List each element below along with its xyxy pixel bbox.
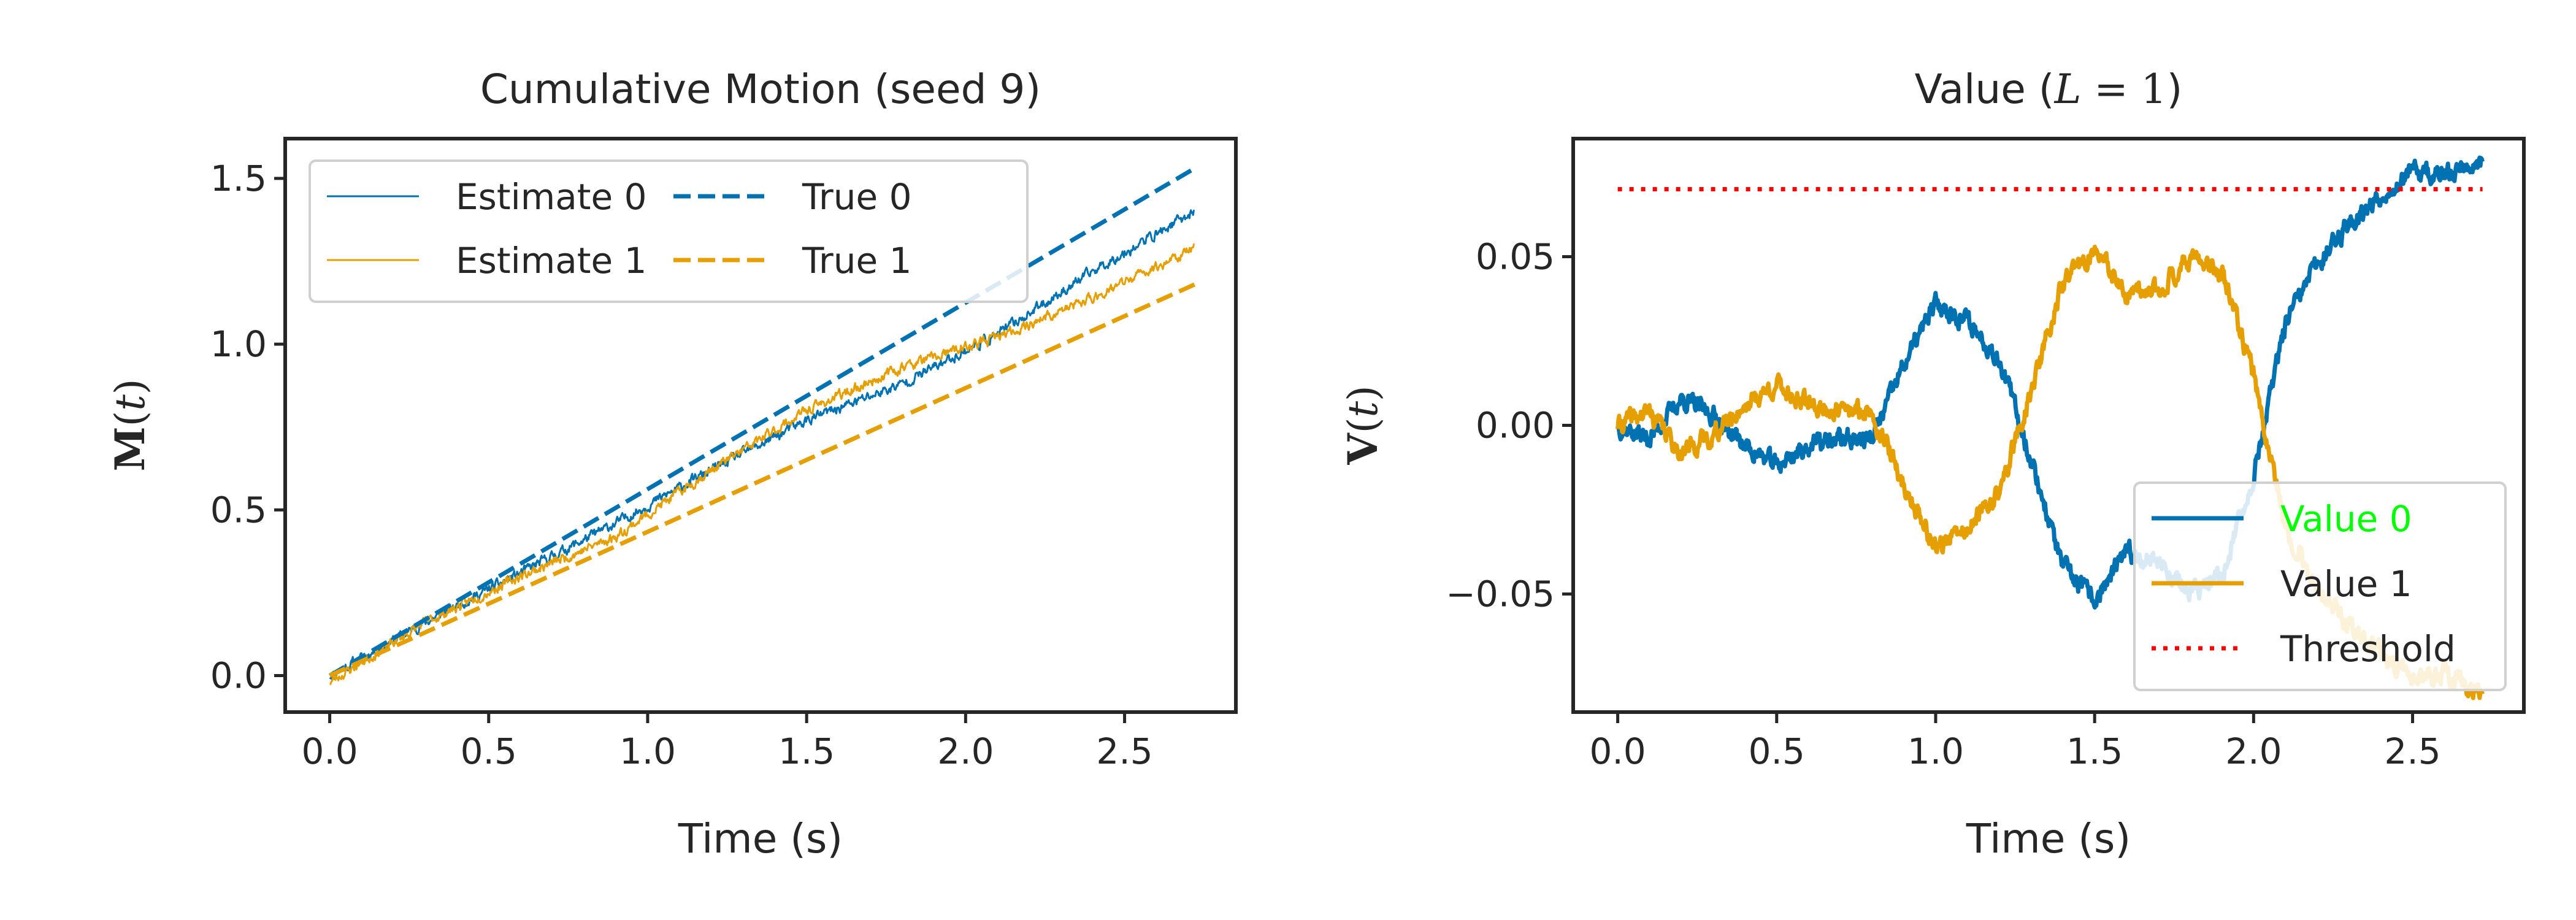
x-tick-label: 0.5 [1749,730,1805,772]
y-tick-label: 0.00 [1476,405,1555,447]
x-axis-label: Time (s) [678,815,843,862]
legend-item-estimate-0: Estimate 0 [327,176,647,218]
legend-label: Estimate 0 [456,176,647,218]
legend-label: True 0 [802,176,912,218]
legend-item-true-0: True 0 [673,176,912,218]
x-tick-label: 2.5 [2384,730,2440,772]
x-tick-label: 1.0 [1907,730,1964,772]
x-tick-label: 2.0 [2225,730,2282,772]
chart-value: Value (L = 1) Time (s) V(t) 0.0 0.5 1.0 1.5… [1339,66,2526,862]
legend: Estimate 0 Estimate 1 True 0 True 1 [309,159,1029,303]
x-tick-label: 0.0 [1589,730,1646,772]
y-tick-label: −0.05 [1446,573,1555,615]
y-tick-label: 1.5 [210,158,267,199]
legend-box [309,159,1029,303]
legend: Value 0 Value 1 Threshold [2133,481,2507,691]
legend-item-value-0: Value 0 [2152,498,2412,540]
y-tick-label: 0.0 [210,655,267,697]
chart-title: Value (L = 1) [1915,66,2183,113]
legend-box [2133,481,2507,691]
legend-item-true-1: True 1 [673,240,912,282]
x-tick-label: 1.5 [2066,730,2123,772]
series-line-value-0 [1616,155,2485,610]
x-tick-label: 2.5 [1096,730,1152,772]
chart-cumulative-motion: Cumulative Motion (seed 9) Time (s) M(t)… [106,66,1238,862]
tick-layer: 0.0 0.5 1.0 1.5 2.0 2.5 0.0 0.5 1.0 1.5 [210,158,1153,772]
legend-item-value-1: Value 1 [2152,563,2412,605]
x-tick-label: 2.0 [937,730,994,772]
x-tick-label: 0.0 [301,730,358,772]
tick-layer: 0.0 0.5 1.0 1.5 2.0 2.5 −0.05 0.00 0.05 [1446,236,2440,773]
legend-label: Value 1 [2280,563,2412,605]
series-line-estimate-0 [329,209,1195,681]
y-tick-label: 1.0 [210,323,267,365]
legend-label: Estimate 1 [456,240,647,282]
x-tick-label: 1.0 [619,730,676,772]
legend-label: Threshold [2280,628,2456,670]
series-layer [328,166,1196,686]
chart-title: Cumulative Motion (seed 9) [480,66,1041,113]
legend-item-threshold: Threshold [2152,628,2456,670]
series-line-true-0 [328,166,1196,678]
legend-item-estimate-1: Estimate 1 [327,240,647,282]
legend-label: Value 0 [2280,498,2412,540]
series-line-estimate-1 [329,243,1195,686]
legend-label: True 1 [802,240,912,282]
y-tick-label: 0.05 [1476,236,1555,278]
x-axis-label: Time (s) [1966,815,2131,862]
y-axis-label: V(t) [1339,385,1387,465]
y-tick-label: 0.5 [210,489,267,531]
series-line-true-1 [329,282,1196,678]
x-tick-label: 1.5 [778,730,835,772]
x-tick-label: 0.5 [461,730,517,772]
plot-frame [283,137,1238,714]
plot-frame [1571,137,2526,714]
y-axis-label: M(t) [106,378,154,471]
